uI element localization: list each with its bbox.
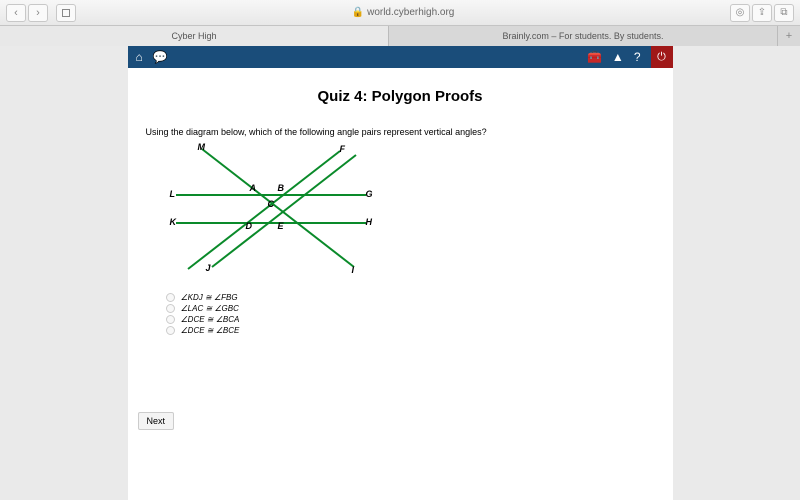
- choice-1[interactable]: ∠LAC ≅ ∠GBC: [166, 304, 655, 313]
- choice-3[interactable]: ∠DCE ≅ ∠BCE: [166, 326, 655, 335]
- home-icon[interactable]: ⌂: [136, 50, 143, 64]
- viewport: ⌂ 💬 🧰 ▲ ? ⏻ Quiz 4: Polygon Proofs Using…: [0, 46, 800, 500]
- forward-button[interactable]: ›: [28, 4, 48, 22]
- quiz-title: Quiz 4: Polygon Proofs: [146, 88, 655, 105]
- diagram-label-i: I: [352, 265, 355, 275]
- choice-2[interactable]: ∠DCE ≅ ∠BCA: [166, 315, 655, 324]
- diagram-label-f: F: [340, 144, 346, 154]
- question-text: Using the diagram below, which of the fo…: [146, 127, 655, 137]
- radio-icon: [166, 326, 175, 335]
- browser-tabs: Cyber High Brainly.com – For students. B…: [0, 26, 800, 46]
- tabs-button[interactable]: ⧉: [774, 4, 794, 22]
- chat-icon[interactable]: 💬: [153, 50, 168, 64]
- lock-icon: 🔒: [352, 7, 364, 18]
- diagram-label-g: G: [366, 189, 373, 199]
- toolbox-icon[interactable]: 🧰: [587, 50, 602, 64]
- diagram-label-c: C: [268, 199, 275, 209]
- radio-icon: [166, 304, 175, 313]
- diagram-label-j: J: [206, 263, 211, 273]
- angle-diagram: M F L A B G C K D E H J I: [166, 145, 376, 275]
- radio-icon: [166, 315, 175, 324]
- address-bar[interactable]: 🔒world.cyberhigh.org: [84, 7, 722, 18]
- tab-cyberhigh[interactable]: Cyber High: [0, 26, 389, 46]
- diagram-label-e: E: [278, 221, 284, 231]
- power-button[interactable]: ⏻: [651, 46, 673, 68]
- page: ⌂ 💬 🧰 ▲ ? ⏻ Quiz 4: Polygon Proofs Using…: [128, 46, 673, 500]
- alert-icon[interactable]: ▲: [612, 50, 624, 64]
- choice-0[interactable]: ∠KDJ ≅ ∠FBG: [166, 293, 655, 302]
- app-bar: ⌂ 💬 🧰 ▲ ? ⏻: [128, 46, 673, 68]
- diagram-label-d: D: [246, 221, 253, 231]
- tab-brainly[interactable]: Brainly.com – For students. By students.: [389, 26, 778, 46]
- help-icon[interactable]: ?: [634, 50, 641, 64]
- power-icon: ⏻: [657, 51, 666, 64]
- browser-toolbar: ‹ › 🔒world.cyberhigh.org ◎ ⇪ ⧉: [0, 0, 800, 26]
- sidebar-toggle-button[interactable]: [56, 4, 76, 22]
- diagram-label-a: A: [250, 183, 257, 193]
- diagram-label-h: H: [366, 217, 373, 227]
- reader-button[interactable]: ◎: [730, 4, 750, 22]
- new-tab-button[interactable]: +: [778, 26, 800, 46]
- share-button[interactable]: ⇪: [752, 4, 772, 22]
- url-text: world.cyberhigh.org: [367, 7, 454, 18]
- diagram-label-m: M: [198, 142, 206, 152]
- diagram-label-l: L: [170, 189, 176, 199]
- next-button[interactable]: Next: [138, 412, 175, 430]
- radio-icon: [166, 293, 175, 302]
- back-button[interactable]: ‹: [6, 4, 26, 22]
- answer-choices: ∠KDJ ≅ ∠FBG ∠LAC ≅ ∠GBC ∠DCE ≅ ∠BCA ∠DCE…: [166, 293, 655, 335]
- diagram-label-k: K: [170, 217, 177, 227]
- diagram-label-b: B: [278, 183, 285, 193]
- content: Quiz 4: Polygon Proofs Using the diagram…: [128, 68, 673, 349]
